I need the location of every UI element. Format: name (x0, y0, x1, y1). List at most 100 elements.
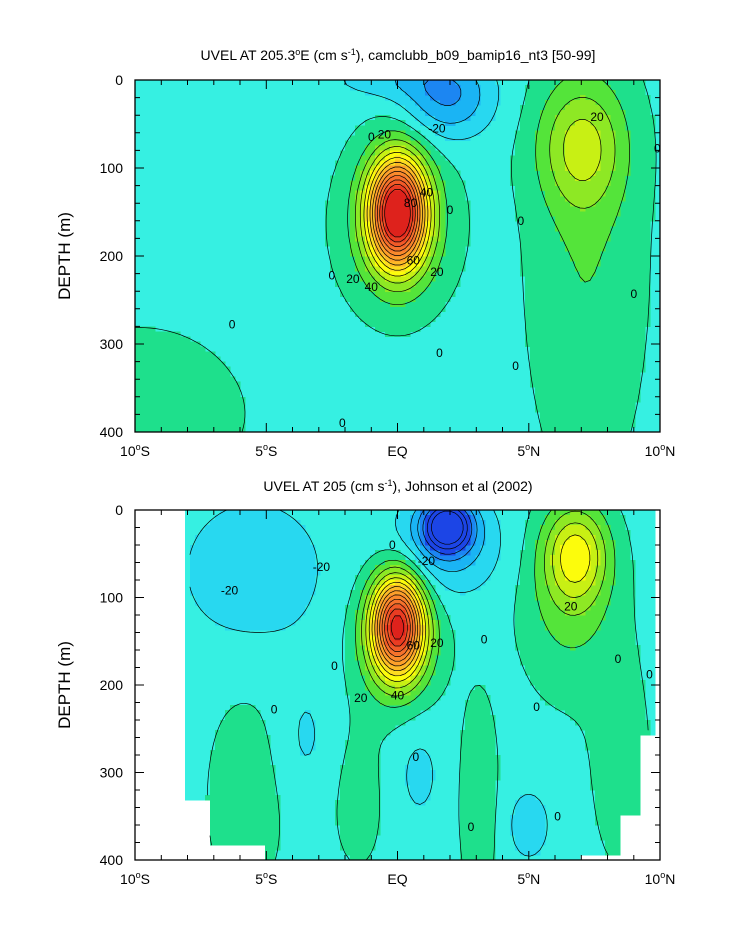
contour-line (410, 509, 485, 573)
contour-fill-band (370, 535, 591, 681)
contour-label: 20 (430, 636, 444, 650)
y-tick-label: 200 (100, 677, 124, 693)
y-tick-label: 200 (100, 248, 124, 264)
x-tick-label: 5oN (517, 442, 540, 459)
contour-label: 0 (229, 318, 236, 332)
contour-line (189, 509, 548, 857)
contour-line (355, 509, 616, 708)
contour-line (376, 590, 419, 667)
contour-fill-band (395, 80, 481, 126)
contour-label: 20 (590, 110, 604, 124)
contour-label: 0 (436, 346, 443, 360)
chart-title: UVEL AT 205 (cm s-1), Johnson et al (200… (263, 478, 532, 494)
contour-line (379, 594, 416, 662)
contour-line (368, 534, 591, 682)
contour-label: 0 (271, 703, 278, 717)
contour-label: 60 (407, 253, 421, 267)
contour-lines (189, 509, 649, 861)
x-tick-label: EQ (387, 443, 407, 459)
contour-fill-band (385, 190, 411, 237)
contour-line (361, 510, 606, 697)
contour-line (355, 97, 616, 293)
contour-label: 0 (331, 659, 338, 673)
contour-label: 20 (346, 272, 360, 286)
chart-panel-model: UVEL AT 205.3oE (cm s-1), camclubb_b09_b… (55, 47, 675, 459)
contour-label: 0 (533, 700, 540, 714)
axis-ticks (134, 79, 661, 433)
contour-label: 40 (391, 689, 405, 703)
contour-line (384, 189, 411, 238)
contour-label: -20 (221, 584, 239, 598)
y-axis: 0 100 200 300 400 (100, 502, 124, 868)
contour-line (366, 157, 429, 271)
contour-label: 0 (329, 268, 336, 282)
contour-line (376, 175, 419, 252)
contour-fill-band (355, 95, 616, 292)
x-tick-label: 5oN (517, 870, 540, 887)
contour-label: 0 (554, 809, 561, 823)
contour-line (379, 179, 416, 247)
x-tick-label: 5oS (255, 870, 277, 887)
contour-fill-band (380, 600, 416, 656)
contour-label: 0 (512, 359, 519, 373)
contour-label: 20 (430, 265, 444, 279)
contour-fill-band (385, 610, 411, 646)
contour-lines (134, 79, 657, 433)
y-tick-label: 400 (100, 424, 124, 440)
contour-line (371, 581, 424, 677)
x-axis: 10oS 5oS EQ 5oN 10oN (120, 870, 675, 887)
contour-fill-band (425, 510, 471, 556)
contour-line (431, 510, 464, 545)
x-tick-label: 10oS (120, 442, 150, 459)
contour-line (374, 170, 421, 256)
y-tick-label: 100 (100, 160, 124, 176)
contour-line (381, 598, 414, 657)
x-tick-label: EQ (387, 871, 407, 887)
contour-label: 0 (518, 214, 525, 228)
contour-label: 0 (654, 142, 661, 156)
axis-ticks (134, 509, 661, 861)
contour-fill-band (350, 80, 631, 307)
x-tick-label: 10oS (120, 870, 150, 887)
contour-fill-band (390, 615, 406, 641)
contour-line (422, 509, 473, 555)
contour-fill-band (135, 80, 656, 433)
y-tick-label: 300 (100, 336, 124, 352)
contour-label: -20 (418, 554, 436, 568)
contour-label: 60 (407, 639, 421, 653)
contour-label: -20 (428, 121, 446, 135)
contour-line (365, 522, 599, 689)
contour-line (417, 509, 478, 562)
contour-line (426, 509, 468, 550)
contour-label: 0 (413, 750, 420, 764)
tick-marks (134, 79, 661, 433)
heatmap-field (185, 510, 656, 861)
contour-label: 0 (615, 652, 622, 666)
contour-line (343, 79, 500, 141)
contour-label: 0 (481, 633, 488, 647)
x-tick-label: 5oS (255, 442, 277, 459)
chart-panel-observed: UVEL AT 205 (cm s-1), Johnson et al (200… (55, 478, 675, 887)
contour-line (207, 509, 649, 861)
contour-line (363, 152, 432, 277)
contour-fill-band (135, 80, 661, 433)
contour-line (372, 166, 423, 261)
contour-label: 0 (630, 287, 637, 301)
y-axis-title: DEPTH (m) (55, 212, 74, 300)
contour-fill-band (360, 120, 601, 282)
contour-label: 0 (368, 130, 375, 144)
chart-title: UVEL AT 205.3oE (cm s-1), camclubb_b09_b… (201, 47, 596, 63)
contour-label: 40 (420, 186, 434, 200)
contour-label: 20 (378, 128, 392, 142)
contour-label: 40 (365, 280, 379, 294)
y-tick-label: 300 (100, 765, 124, 781)
y-tick-label: 0 (115, 72, 123, 88)
y-tick-label: 0 (115, 502, 123, 518)
y-tick-label: 400 (100, 852, 124, 868)
y-axis: 0 100 200 300 400 (100, 72, 124, 440)
y-axis-title: DEPTH (m) (55, 641, 74, 729)
contour-line (394, 79, 481, 124)
y-tick-label: 100 (100, 590, 124, 606)
contour-line (359, 119, 602, 284)
contour-label: 0 (468, 820, 475, 834)
